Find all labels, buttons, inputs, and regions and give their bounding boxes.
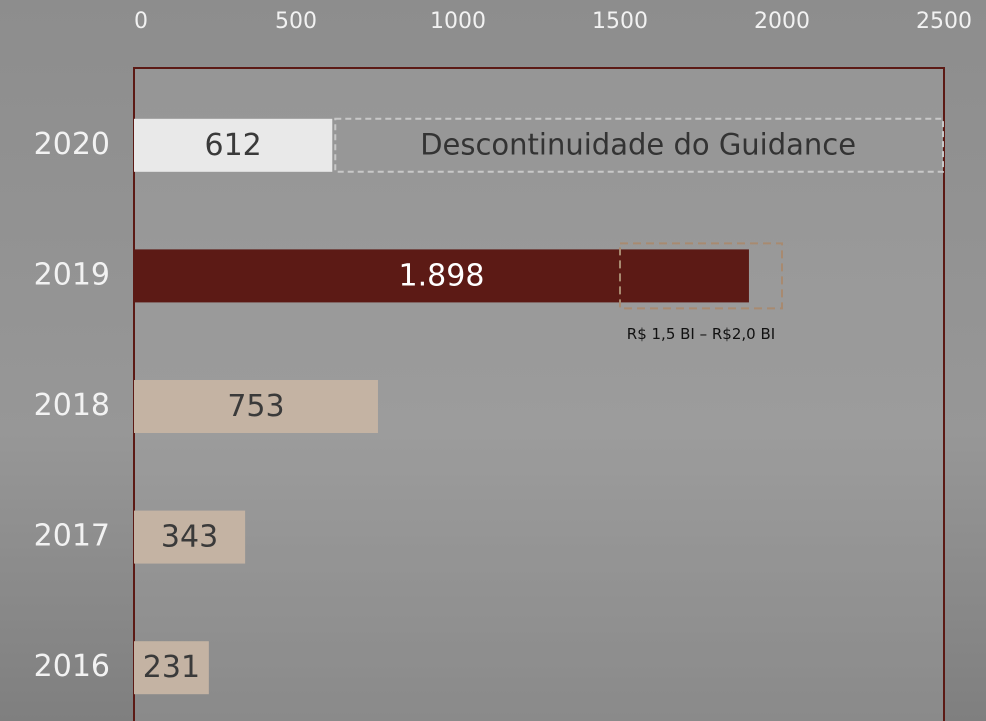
value-label: 1.898 bbox=[399, 258, 485, 293]
y-tick-label: 2016 bbox=[34, 649, 110, 684]
x-tick-label: 500 bbox=[275, 9, 317, 34]
value-label: 343 bbox=[161, 520, 218, 555]
value-label: 612 bbox=[205, 128, 262, 163]
x-tick-label: 2500 bbox=[916, 9, 972, 34]
y-tick-label: 2020 bbox=[34, 127, 110, 162]
bar bbox=[134, 118, 333, 172]
bar bbox=[134, 641, 209, 695]
x-tick-label: 0 bbox=[134, 9, 148, 34]
value-label: 231 bbox=[143, 650, 200, 685]
annotation-text: Descontinuidade do Guidance bbox=[420, 127, 856, 161]
annotation-box bbox=[334, 117, 944, 173]
y-tick-label: 2017 bbox=[34, 519, 110, 554]
guidance-label: R$ 1,5 BI – R$2,0 BI bbox=[627, 325, 775, 343]
x-tick-label: 1500 bbox=[592, 9, 648, 34]
guidance-range bbox=[619, 242, 783, 310]
bar bbox=[134, 510, 246, 564]
bar bbox=[134, 380, 378, 433]
y-tick-label: 2019 bbox=[34, 257, 110, 292]
bar bbox=[134, 249, 749, 303]
y-tick-label: 2018 bbox=[34, 388, 110, 423]
x-tick-label: 2000 bbox=[754, 9, 810, 34]
value-label: 753 bbox=[227, 389, 284, 424]
x-tick-label: 1000 bbox=[430, 9, 486, 34]
